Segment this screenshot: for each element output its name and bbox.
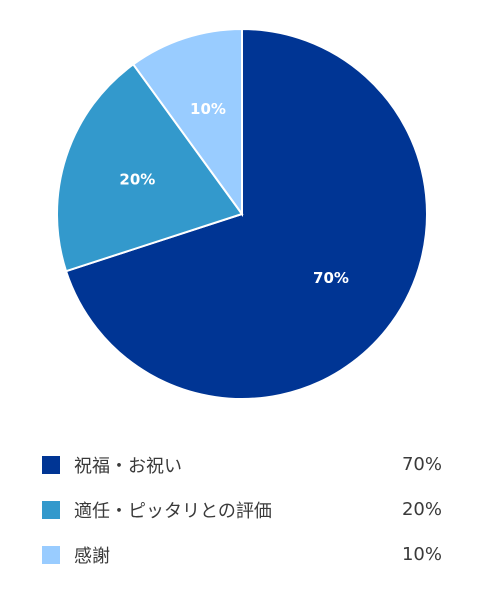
legend: 祝福・お祝い 70% 適任・ピッタリとの評価 20% 感謝 10% (42, 442, 442, 577)
legend-label: 感謝 (74, 545, 110, 567)
legend-value: 70% (401, 454, 442, 475)
legend-item: 適任・ピッタリとの評価 20% (42, 487, 442, 532)
pie-chart: 70% 20% 10% (56, 27, 428, 400)
slice-label: 10% (190, 100, 226, 118)
legend-value: 10% (401, 544, 442, 565)
legend-swatch (42, 500, 60, 519)
pie-slice (64, 27, 428, 400)
pie-slice (56, 62, 244, 273)
legend-swatch (42, 545, 60, 564)
slice-label: 20% (119, 171, 155, 189)
legend-item: 感謝 10% (42, 532, 442, 577)
legend-item: 祝福・お祝い 70% (42, 442, 442, 487)
legend-label: 適任・ピッタリとの評価 (74, 500, 272, 522)
legend-label: 祝福・お祝い (74, 455, 182, 477)
slice-label: 70% (313, 269, 349, 287)
legend-value: 20% (401, 499, 442, 520)
pie-slice (131, 27, 243, 218)
legend-swatch (42, 455, 60, 474)
